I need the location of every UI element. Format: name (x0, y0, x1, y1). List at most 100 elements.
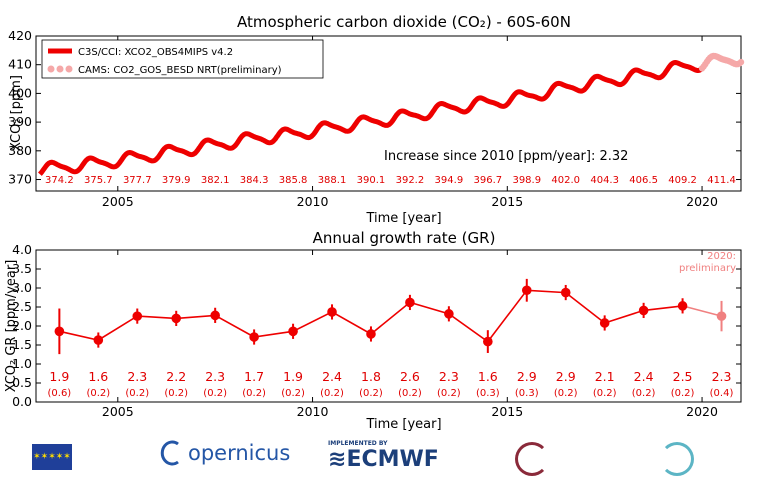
annual-mean-label: 402.0 (551, 175, 580, 186)
top-y-tick-label: 380 (8, 143, 32, 158)
growth-rate-value-label: 2.3 (712, 369, 732, 384)
annual-mean-label: 388.1 (318, 175, 347, 186)
annual-mean-label: 379.9 (162, 175, 191, 186)
growth-rate-point (521, 285, 532, 296)
top-annotation: Increase since 2010 [ppm/year]: 2.32 (384, 149, 628, 164)
growth-rate-value-label: 1.6 (88, 369, 108, 384)
growth-rate-point (132, 311, 143, 321)
logo-strip: ✶✶✶✶✶ opernicus IMPLEMENTED BY ≋ECMWF (0, 432, 768, 495)
top-y-axis: 370 380 390 400 410 420 (8, 28, 741, 187)
growth-rate-error-label: (0.2) (125, 388, 149, 399)
bottom-x-tick-label: 2005 (102, 404, 134, 419)
top-annual-means: 374.2 375.7 377.7 379.9 382.1 384.3 385.8 388.1… (45, 175, 736, 186)
legend-box (41, 39, 324, 79)
annual-mean-label: 411.4 (707, 175, 736, 186)
annual-mean-label: 396.7 (474, 175, 503, 186)
growth-rate-point (405, 297, 415, 308)
growth-rate-error-label: (0.2) (554, 388, 578, 399)
growth-rate-value-label: 2.3 (205, 369, 225, 384)
legend-swatch-cams (47, 65, 73, 73)
growth-rate-line-preliminary (682, 305, 722, 317)
growth-rate-error-label: (0.2) (281, 388, 305, 399)
growth-rate-value-label: 2.9 (517, 369, 537, 384)
top-legend: C3S/CCI: XCO2_OBS4MIPS v4.2 CAMS: CO2_GO… (41, 39, 324, 79)
bottom-y-tick-label: 2.0 (12, 318, 32, 333)
bottom-x-tick-label: 2010 (297, 404, 329, 419)
growth-rate-value-label: 2.3 (439, 369, 459, 384)
copernicus-name: opernicus (188, 441, 291, 465)
bottom-y-axis: 0.0 0.5 1.0 1.5 2.0 2.5 3.0 3.5 4.0 (12, 242, 741, 409)
figure: Atmospheric carbon dioxide (CO₂) - 60S-6… (4, 13, 745, 432)
xco2-c3s-series-line (38, 60, 704, 176)
growth-rate-point (560, 287, 571, 298)
annual-mean-label: 392.2 (396, 175, 425, 186)
legend-label-c3s: C3S/CCI: XCO2_OBS4MIPS v4.2 (78, 47, 233, 58)
growth-rate-error-label: (0.2) (359, 388, 383, 399)
top-y-tick-label: 370 (8, 172, 32, 187)
bottom-y-tick-label: 3.5 (12, 261, 32, 276)
bottom-x-axis: 2005 2010 2015 2020 (102, 250, 718, 419)
growth-rate-point (93, 335, 104, 345)
bottom-y-tick-label: 0.0 (12, 394, 32, 409)
annual-mean-label: 382.1 (201, 175, 230, 186)
growth-rate-value-label: 2.4 (634, 369, 654, 384)
growth-rate-value-label: 2.9 (556, 369, 576, 384)
growth-rate-point (210, 310, 220, 321)
growth-rate-point (171, 313, 182, 324)
growth-rate-point (444, 309, 454, 319)
top-chart-title: Atmospheric carbon dioxide (CO₂) - 60S-6… (237, 13, 571, 31)
bottom-chart-title: Annual growth rate (GR) (313, 229, 496, 247)
growth-rate-error-label: (0.2) (86, 388, 110, 399)
growth-rate-value-label: 2.4 (322, 369, 342, 384)
growth-rate-error-label: (0.2) (671, 388, 695, 399)
growth-rate-value-label: 2.5 (673, 369, 693, 384)
preliminary-note: 2020: preliminary (679, 251, 736, 274)
top-y-tick-label: 390 (8, 114, 32, 129)
growth-rate-error-label: (0.2) (593, 388, 617, 399)
top-y-tick-label: 400 (8, 85, 32, 100)
growth-rate-error-label: (0.2) (320, 388, 344, 399)
bottom-y-tick-label: 4.0 (12, 242, 32, 257)
xco2-cams-point (737, 58, 745, 66)
growth-rate-error-label: (0.6) (48, 388, 72, 399)
ecmwf-logo: IMPLEMENTED BY ≋ECMWF (328, 440, 439, 472)
growth-rate-point (483, 336, 493, 347)
growth-rate-error-label: (0.3) (515, 388, 539, 399)
top-x-axis-label: Time [year] (365, 211, 441, 226)
annual-mean-label: 384.3 (240, 175, 269, 186)
growth-rate-value-label: 2.6 (400, 369, 420, 384)
ec-logo: ✶✶✶✶✶ (32, 444, 72, 470)
cams-logo (660, 442, 694, 476)
annual-mean-label: 404.3 (590, 175, 619, 186)
annual-mean-label: 377.7 (123, 175, 152, 186)
growth-rate-value-label: 1.8 (361, 369, 381, 384)
top-x-tick-label: 2020 (686, 194, 718, 209)
bottom-y-tick-label: 3.0 (12, 280, 32, 295)
c3s-logo (515, 442, 549, 476)
growth-rate-point (599, 318, 610, 328)
top-y-tick-label: 410 (8, 57, 32, 72)
bottom-y-tick-label: 1.0 (12, 356, 32, 371)
growth-rate-error-label: (0.2) (164, 388, 188, 399)
annual-mean-label: 409.2 (668, 175, 697, 186)
growth-rate-value-label: 1.9 (283, 369, 303, 384)
bottom-y-tick-label: 2.5 (12, 299, 32, 314)
annual-mean-label: 398.9 (512, 175, 541, 186)
copernicus-icon (160, 440, 179, 466)
growth-rate-point (288, 326, 298, 337)
growth-rate-point (638, 305, 649, 316)
annual-mean-label: 385.8 (279, 175, 308, 186)
bottom-series-group (54, 278, 727, 355)
copernicus-logo: opernicus (160, 440, 290, 466)
cams-swirl-icon (660, 442, 694, 476)
top-plot-frame (35, 35, 742, 192)
bottom-x-tick-label: 2020 (686, 404, 718, 419)
ecmwf-name: ECMWF (346, 447, 439, 472)
annual-mean-label: 390.1 (357, 175, 386, 186)
growth-rate-value-label: 2.3 (127, 369, 147, 384)
growth-rate-error-label: (0.2) (632, 388, 656, 399)
c3s-swirl-icon (515, 442, 549, 476)
growth-rate-point (327, 307, 337, 317)
growth-rate-error-label: (0.2) (242, 388, 266, 399)
annual-mean-label: 375.7 (84, 175, 113, 186)
